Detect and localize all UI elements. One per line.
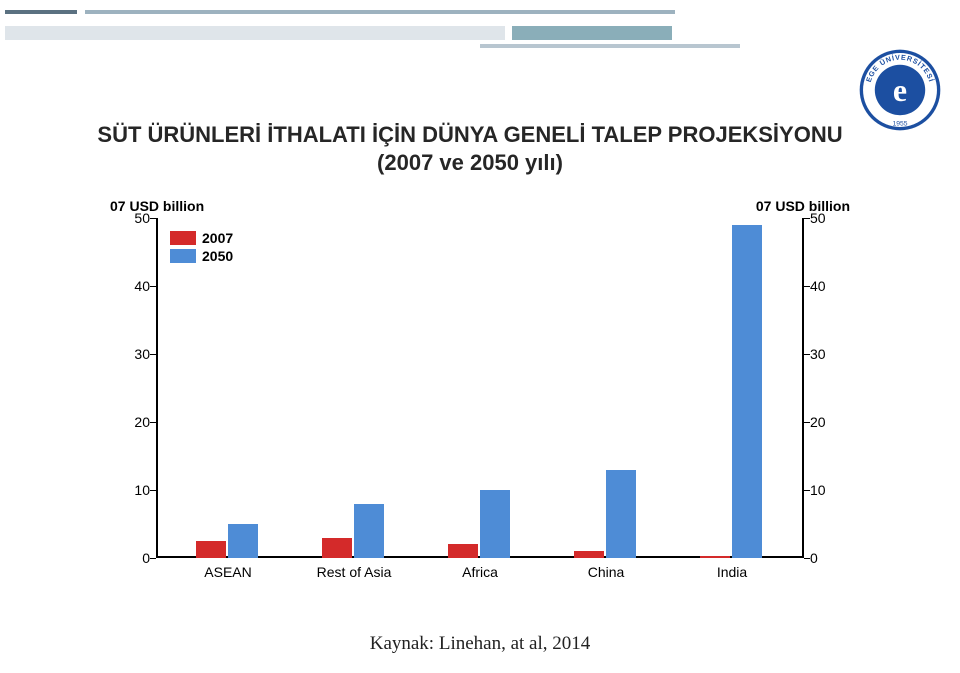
category-label: India — [717, 564, 747, 580]
category-label: China — [588, 564, 625, 580]
bar-2007-africa — [448, 544, 478, 558]
accent-bar — [5, 26, 505, 40]
category-label: Africa — [462, 564, 498, 580]
top-accent-row-2 — [0, 26, 960, 40]
source-citation: Kaynak: Linehan, at al, 2014 — [60, 633, 900, 655]
accent-bar — [85, 10, 675, 14]
bar-2007-asean — [196, 541, 226, 558]
bar-2050-rest-of-asia — [354, 504, 384, 558]
y-tick-label-left: 40 — [110, 278, 150, 294]
y-tick-label-right: 20 — [810, 414, 850, 430]
y-tick-mark — [150, 558, 156, 559]
y-tick-mark — [804, 558, 810, 559]
svg-text:e: e — [893, 73, 907, 108]
y-tick-mark — [804, 490, 810, 491]
y-tick-label-left: 30 — [110, 346, 150, 362]
y-axis-left — [156, 218, 158, 558]
university-logo: e 1955 EGE ÜNİVERSİTESİ — [858, 48, 942, 132]
accent-bar — [480, 44, 740, 48]
plot-area: 0010102020303040405050ASEANRest of AsiaA… — [156, 218, 804, 558]
y-axis-right — [802, 218, 804, 558]
demand-projection-chart: 07 USD billion 07 USD billion 20072050 0… — [110, 200, 850, 600]
y-tick-label-right: 0 — [810, 550, 850, 566]
top-accent-row-1 — [0, 10, 960, 14]
svg-text:1955: 1955 — [893, 120, 908, 127]
y-tick-mark — [804, 286, 810, 287]
y-tick-label-left: 50 — [110, 210, 150, 226]
y-tick-mark — [804, 218, 810, 219]
bar-2007-india — [700, 556, 730, 558]
y-tick-mark — [150, 422, 156, 423]
bar-2050-china — [606, 470, 636, 558]
slide-subtitle: (2007 ve 2050 yılı) — [60, 150, 880, 176]
y-tick-mark — [150, 218, 156, 219]
bar-2050-asean — [228, 524, 258, 558]
bar-2050-india — [732, 225, 762, 558]
bar-2007-china — [574, 551, 604, 558]
bar-2050-africa — [480, 490, 510, 558]
slide-title: SÜT ÜRÜNLERİ İTHALATI İÇİN DÜNYA GENELİ … — [60, 122, 880, 148]
y-tick-mark — [150, 286, 156, 287]
y-tick-label-right: 50 — [810, 210, 850, 226]
y-tick-label-left: 10 — [110, 482, 150, 498]
y-tick-mark — [150, 490, 156, 491]
y-tick-label-left: 20 — [110, 414, 150, 430]
top-accent-row-3 — [0, 44, 960, 48]
y-tick-label-right: 40 — [810, 278, 850, 294]
accent-bar — [512, 26, 672, 40]
bar-2007-rest-of-asia — [322, 538, 352, 558]
y-tick-mark — [804, 354, 810, 355]
category-label: Rest of Asia — [317, 564, 392, 580]
category-label: ASEAN — [204, 564, 251, 580]
accent-bar — [5, 10, 77, 14]
y-tick-mark — [150, 354, 156, 355]
y-tick-mark — [804, 422, 810, 423]
y-tick-label-left: 0 — [110, 550, 150, 566]
y-tick-label-right: 10 — [810, 482, 850, 498]
y-tick-label-right: 30 — [810, 346, 850, 362]
